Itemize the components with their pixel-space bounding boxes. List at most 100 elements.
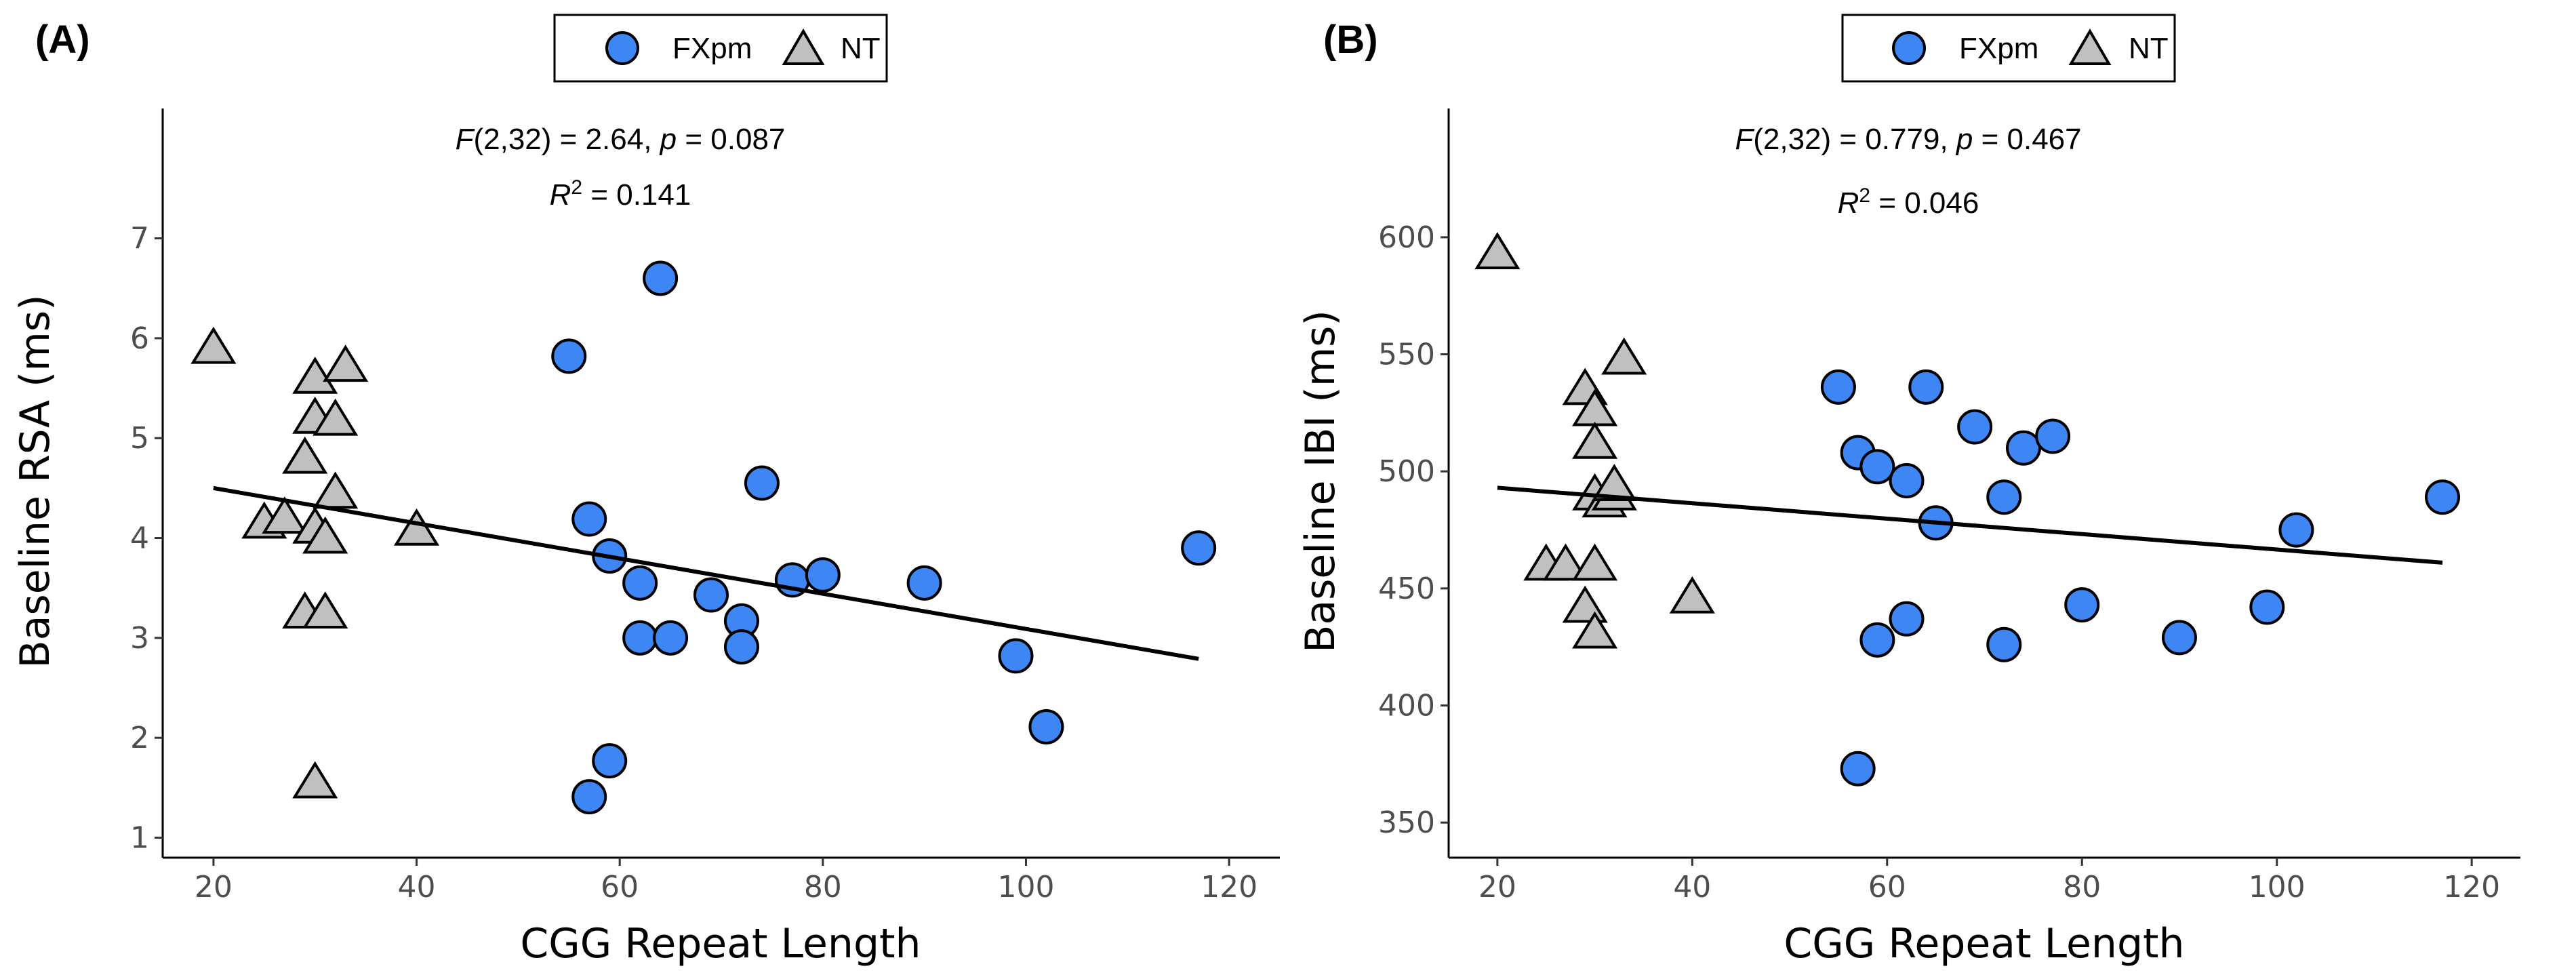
stat-b-f: F(2,32) = 0.779, p = 0.467	[1735, 123, 2081, 156]
stat-b-f-label: F	[1735, 123, 1754, 156]
panel-a-label: (A)	[35, 18, 90, 62]
legend-a-nt-marker	[782, 28, 825, 65]
legend-a: FXpm NT	[553, 14, 888, 83]
x-tick-label-a: 20	[195, 870, 233, 904]
stat-b-r2: R2 = 0.046	[1838, 184, 1979, 220]
fxpm-point-b	[1889, 601, 1925, 637]
y-axis-title-b: Baseline IBI (ms)	[1297, 310, 1344, 653]
fxpm-point-a	[805, 557, 841, 593]
fxpm-point-a	[723, 629, 759, 665]
fxpm-point-b	[1986, 626, 2022, 662]
y-tick-label-a: 6	[130, 321, 149, 356]
marks-a	[190, 260, 1217, 815]
nt-point-a	[262, 496, 308, 534]
nt-point-b	[1562, 585, 1608, 623]
fxpm-point-b	[1908, 369, 1944, 405]
stat-a-p-label: p	[659, 123, 677, 156]
y-tick-label-b: 500	[1378, 454, 1435, 489]
y-axis-title-a: Baseline RSA (ms)	[12, 295, 59, 669]
y-tick-label-b: 450	[1378, 572, 1435, 606]
fxpm-point-a	[551, 338, 587, 374]
ticks-a: 20 40 60 80 100 120 1 2 3 4 5 6 7	[130, 222, 1257, 904]
nt-point-b	[1542, 543, 1589, 581]
stat-b-r2-label: R	[1838, 186, 1859, 220]
stat-a-r2-value: = 0.141	[582, 178, 691, 212]
nt-point-b	[1474, 232, 1521, 270]
stat-b-r2-value: = 0.046	[1870, 186, 1979, 220]
stat-a-p-value: = 0.087	[677, 123, 785, 156]
y-tick-label-b: 600	[1378, 220, 1435, 255]
nt-point-a	[393, 508, 440, 546]
nt-point-b	[1601, 337, 1647, 375]
fxpm-point-a	[906, 565, 942, 601]
fxpm-point-a	[592, 743, 628, 779]
stat-b-p-value: = 0.467	[1973, 123, 2081, 156]
x-tick-label-b: 40	[1673, 870, 1711, 904]
x-tick-label-b: 60	[1868, 870, 1906, 904]
nt-point-b	[1572, 421, 1618, 459]
x-tick-label-b: 120	[2443, 870, 2500, 904]
fxpm-point-a	[643, 260, 679, 296]
fxpm-point-a	[653, 620, 689, 656]
x-tick-label-a: 60	[601, 870, 639, 904]
legend-b-fxpm-marker	[1892, 31, 1926, 65]
stat-a-f: F(2,32) = 2.64, p = 0.087	[456, 123, 786, 156]
regression-line-a	[213, 485, 1199, 661]
nt-point-b	[1591, 464, 1637, 501]
panel-b-label: (B)	[1323, 18, 1378, 62]
legend-a-fxpm-marker	[605, 31, 639, 65]
fxpm-point-b	[2425, 479, 2461, 515]
fxpm-point-a	[622, 565, 658, 601]
nt-point-a	[302, 516, 348, 554]
x-tick-label-b: 20	[1478, 870, 1516, 904]
stat-b-f-stat: (2,32) = 0.779,	[1753, 123, 1956, 156]
fxpm-point-b	[1820, 369, 1856, 405]
y-tick-label-b: 400	[1378, 689, 1435, 723]
x-tick-label-a: 80	[804, 870, 842, 904]
x-tick-label-a: 40	[398, 870, 436, 904]
x-axis-title-a: CGG Repeat Length	[520, 920, 921, 968]
y-tick-label-a: 4	[130, 521, 149, 556]
fxpm-point-a	[571, 779, 607, 815]
panel-a: (A) FXpm NT F(2,32) = 2.64, p = 0.087 R2…	[12, 14, 1280, 968]
stat-a-f-label: F	[456, 123, 475, 156]
fxpm-point-b	[1859, 449, 1895, 485]
y-tick-label-b: 350	[1378, 805, 1435, 840]
nt-point-a	[282, 436, 328, 474]
nt-point-a	[313, 398, 359, 436]
x-tick-label-a: 120	[1201, 870, 1257, 904]
stat-a-r2: R2 = 0.141	[550, 176, 691, 212]
stat-a-f-stat: (2,32) = 2.64,	[473, 123, 660, 156]
fxpm-point-a	[622, 620, 658, 656]
fxpm-point-b	[1889, 463, 1925, 499]
legend-a-fxpm-label: FXpm	[672, 32, 752, 65]
x-tick-label-b: 100	[2249, 870, 2306, 904]
marks-b	[1474, 232, 2461, 786]
stat-a-r2-sup: 2	[571, 176, 582, 199]
x-tick-label-a: 100	[997, 870, 1054, 904]
legend-b-nt-marker	[2068, 28, 2112, 65]
nt-point-a	[323, 344, 369, 382]
fxpm-point-b	[1957, 409, 1993, 445]
nt-point-a	[292, 761, 338, 799]
y-tick-label-b: 550	[1378, 338, 1435, 372]
legend-b-nt-label: NT	[2129, 32, 2169, 65]
fxpm-point-b	[1859, 622, 1895, 658]
nt-point-a	[292, 356, 338, 394]
fxpm-point-b	[1986, 479, 2022, 515]
fxpm-point-b	[2035, 418, 2071, 454]
fxpm-point-a	[998, 638, 1034, 674]
panel-b: (B) FXpm NT F(2,32) = 0.779, p = 0.467 R…	[1297, 14, 2520, 968]
fxpm-point-a	[693, 577, 729, 613]
y-tick-label-a: 3	[130, 621, 149, 656]
fxpm-point-b	[2278, 512, 2314, 548]
y-tick-label-a: 1	[130, 821, 149, 856]
fxpm-point-b	[2161, 620, 2197, 656]
fxpm-point-a	[571, 501, 607, 537]
legend-a-nt-label: NT	[841, 32, 881, 65]
regression-line-b	[1497, 485, 2443, 565]
legend-b-fxpm-label: FXpm	[1959, 32, 2038, 65]
fxpm-point-b	[2064, 587, 2100, 623]
x-tick-label-b: 80	[2063, 870, 2101, 904]
